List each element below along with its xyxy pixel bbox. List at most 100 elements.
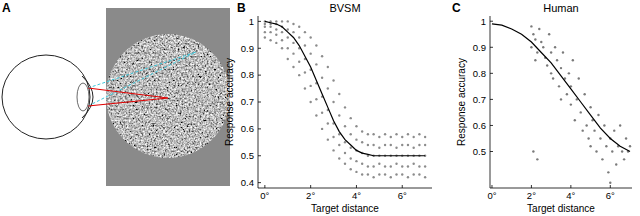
- data-point: [275, 34, 277, 36]
- y-tick: [258, 75, 261, 76]
- data-point: [275, 28, 277, 30]
- data-point: [275, 42, 277, 44]
- data-point: [554, 46, 556, 48]
- y-tick-label: 0.8: [473, 68, 486, 79]
- data-point: [292, 66, 294, 68]
- data-point: [424, 165, 426, 167]
- data-point: [407, 144, 409, 146]
- data-point: [390, 176, 392, 178]
- data-point: [603, 124, 605, 126]
- data-point: [332, 79, 334, 81]
- data-point: [623, 158, 625, 160]
- data-point: [269, 31, 271, 33]
- plot-data: [492, 24, 631, 184]
- chart: CHuman0°2°4°6°0.50.60.70.80.91Target dis…: [452, 1, 632, 214]
- y-tick-label: 1: [249, 16, 254, 27]
- y-tick-label: 0.4: [241, 177, 254, 188]
- data-point: [292, 23, 294, 25]
- data-point: [390, 144, 392, 146]
- y-tick-label: 1: [481, 16, 486, 27]
- data-point: [605, 145, 607, 147]
- y-tick: [490, 99, 493, 100]
- data-point: [350, 117, 352, 119]
- data-point: [395, 133, 397, 135]
- data-point: [407, 165, 409, 167]
- data-point: [372, 176, 374, 178]
- data-point: [418, 144, 420, 146]
- y-tick: [258, 155, 261, 156]
- data-point: [629, 145, 631, 147]
- y-tick: [490, 21, 493, 22]
- data-point: [412, 163, 414, 165]
- data-point: [412, 146, 414, 148]
- data-point: [304, 31, 306, 33]
- y-tick-label: 0.6: [241, 123, 254, 134]
- data-point: [281, 39, 283, 41]
- data-point: [367, 173, 369, 175]
- data-point: [321, 77, 323, 79]
- data-point: [550, 72, 552, 74]
- data-point: [327, 122, 329, 124]
- target-line: [88, 88, 168, 98]
- data-point: [367, 133, 369, 135]
- data-point: [361, 173, 363, 175]
- x-tick: [531, 185, 532, 188]
- data-point: [309, 85, 311, 87]
- data-point: [315, 98, 317, 100]
- data-point: [583, 93, 585, 95]
- data-point: [287, 28, 289, 30]
- y-tick-label: 0.6: [473, 120, 486, 131]
- y-tick: [490, 73, 493, 74]
- data-point: [585, 124, 587, 126]
- data-point: [304, 44, 306, 46]
- data-point: [321, 112, 323, 114]
- data-point: [534, 59, 536, 61]
- data-point: [309, 52, 311, 54]
- data-point: [275, 20, 277, 22]
- data-point: [378, 136, 380, 138]
- data-point: [361, 141, 363, 143]
- data-point: [264, 26, 266, 28]
- data-point: [338, 144, 340, 146]
- data-point: [384, 165, 386, 167]
- data-point: [315, 63, 317, 65]
- x-axis: [258, 188, 432, 189]
- data-point: [332, 101, 334, 103]
- data-point: [327, 87, 329, 89]
- x-tick: [264, 185, 265, 188]
- data-point: [568, 72, 570, 74]
- data-point: [532, 150, 534, 152]
- data-point: [601, 158, 603, 160]
- fit-curve: [492, 24, 630, 152]
- data-point: [321, 128, 323, 130]
- data-point: [534, 38, 536, 40]
- data-point: [378, 163, 380, 165]
- data-point: [287, 58, 289, 60]
- data-point: [599, 137, 601, 139]
- y-tick: [490, 47, 493, 48]
- data-point: [530, 46, 532, 48]
- data-point: [395, 163, 397, 165]
- y-tick-label: 0.8: [241, 69, 254, 80]
- data-point: [619, 124, 621, 126]
- x-tick-label: 0°: [260, 190, 269, 201]
- y-axis-label: Response accuracy: [224, 58, 235, 146]
- data-point: [378, 173, 380, 175]
- data-point: [355, 171, 357, 173]
- data-point: [350, 157, 352, 159]
- data-point: [546, 64, 548, 66]
- data-point: [401, 144, 403, 146]
- y-tick-label: 0.9: [241, 43, 254, 54]
- y-tick: [490, 125, 493, 126]
- panel-label: A: [2, 1, 11, 15]
- data-point: [407, 133, 409, 135]
- data-point: [401, 173, 403, 175]
- data-point: [269, 26, 271, 28]
- data-point: [361, 130, 363, 132]
- data-point: [321, 55, 323, 57]
- y-axis-label: Response accuracy: [456, 58, 467, 146]
- data-point: [589, 145, 591, 147]
- data-point: [292, 52, 294, 54]
- y-tick: [258, 48, 261, 49]
- y-tick: [258, 21, 261, 22]
